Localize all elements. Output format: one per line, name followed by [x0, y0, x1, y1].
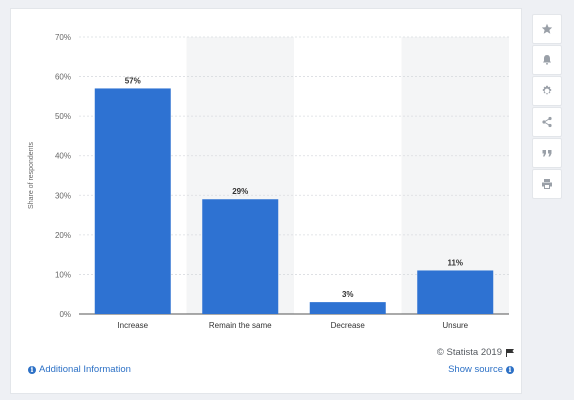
y-tick-label: 20%: [55, 231, 71, 240]
credit-text: © Statista 2019: [436, 347, 502, 358]
bar[interactable]: [309, 302, 386, 314]
star-button[interactable]: [532, 14, 562, 44]
bar-chart: 0% 10% 20% 30% 40% 50% 60% 70% 57% 29% 3% 11% Incr…: [28, 33, 509, 330]
credit-line: © Statista 2019: [437, 347, 514, 358]
x-tick-label: Increase: [117, 321, 148, 330]
y-tick-label: 50%: [55, 112, 71, 121]
info-icon: i: [506, 365, 514, 374]
share-button[interactable]: [532, 107, 562, 137]
share-icon: [542, 116, 552, 128]
y-tick-label: 40%: [55, 152, 71, 161]
bar[interactable]: [202, 199, 279, 314]
bar-value-label: 57%: [125, 76, 141, 85]
x-tick-label: Decrease: [331, 321, 366, 330]
category-band: [401, 37, 509, 314]
y-tick-label: 60%: [55, 73, 71, 82]
chart-card: 0% 10% 20% 30% 40% 50% 60% 70% 57% 29% 3% 11% Incr…: [10, 8, 522, 394]
additional-information-label: Additional Information: [39, 364, 131, 375]
quote-icon: [542, 150, 552, 157]
cite-button[interactable]: [532, 138, 562, 168]
bar-value-label: 3%: [342, 290, 354, 299]
y-tick-label: 0%: [59, 310, 71, 319]
print-button[interactable]: [532, 169, 562, 199]
additional-information-link[interactable]: i Additional Information: [28, 364, 131, 375]
gear-icon: [542, 85, 552, 95]
flag-icon: [506, 348, 514, 357]
y-tick-label: 70%: [55, 33, 71, 42]
settings-button[interactable]: [532, 76, 562, 106]
bell-icon: [543, 55, 551, 65]
bar-value-label: 11%: [447, 258, 463, 267]
print-icon: [542, 179, 552, 189]
y-tick-label: 30%: [55, 191, 71, 200]
bar[interactable]: [417, 270, 494, 314]
notification-button[interactable]: [532, 45, 562, 75]
y-axis-label: Share of respondents: [28, 142, 35, 209]
info-icon: i: [28, 365, 36, 374]
show-source-label: Show source: [448, 364, 503, 375]
star-icon: [541, 23, 553, 34]
x-tick-label: Unsure: [442, 321, 468, 330]
bar[interactable]: [94, 88, 171, 314]
y-tick-label: 10%: [55, 270, 71, 279]
show-source-link[interactable]: Show source i: [448, 364, 514, 375]
x-tick-label: Remain the same: [209, 321, 272, 330]
bar-value-label: 29%: [232, 187, 248, 196]
toolbar: [532, 14, 564, 200]
